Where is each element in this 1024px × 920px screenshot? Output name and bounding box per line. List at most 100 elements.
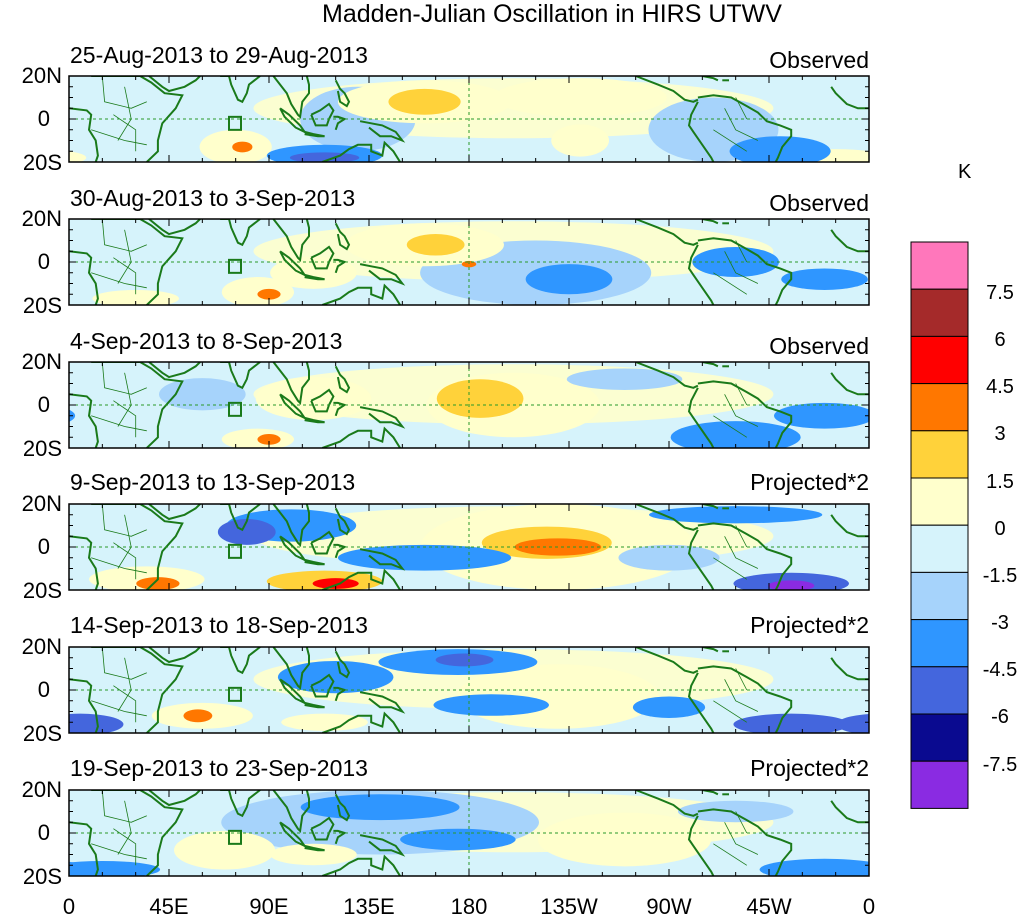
lat-label-20n: 20N xyxy=(21,777,62,802)
colorbar-swatch xyxy=(910,241,969,290)
coastline xyxy=(334,365,351,394)
coastline xyxy=(310,816,335,841)
coastline xyxy=(304,273,325,281)
anomaly-region xyxy=(677,800,794,823)
country-border xyxy=(113,257,137,295)
coastline xyxy=(220,76,261,104)
country-border xyxy=(735,240,748,263)
colorbar-tick-label: 4.5 xyxy=(986,376,1014,398)
anomaly-region xyxy=(551,124,609,157)
colorbar-tick-label: 3 xyxy=(994,423,1006,445)
country-border xyxy=(724,394,759,427)
anomaly-region xyxy=(733,713,849,733)
coastline xyxy=(333,686,347,702)
reference-box xyxy=(228,258,242,274)
anomaly-region xyxy=(844,862,869,876)
coastline xyxy=(69,250,99,305)
anomaly-region xyxy=(781,268,868,290)
country-border xyxy=(91,415,147,432)
coastline xyxy=(310,673,335,698)
coastline xyxy=(220,790,261,818)
anomaly-region xyxy=(0,268,68,290)
panel-3-kind: Observed xyxy=(769,333,869,359)
country-border xyxy=(91,272,147,289)
country-border xyxy=(735,97,748,120)
anomaly-region xyxy=(300,794,460,821)
coastline xyxy=(697,380,793,448)
panel-3-date-range: 4-Sep-2013 to 8-Sep-2013 xyxy=(70,328,343,354)
lat-label-20n: 20N xyxy=(21,634,62,659)
coastline xyxy=(321,568,401,590)
coastline xyxy=(697,522,793,590)
colorbar-unit: K xyxy=(958,161,972,183)
reference-box xyxy=(228,543,242,559)
anomaly-region xyxy=(525,264,613,295)
coastline xyxy=(69,107,99,162)
coastlines xyxy=(69,790,869,876)
coastline xyxy=(830,514,869,538)
country-border xyxy=(91,557,147,574)
anomaly-region xyxy=(435,653,494,667)
coastline xyxy=(359,120,406,143)
lon-label-45e: 45E xyxy=(149,894,189,919)
country-border xyxy=(113,542,137,580)
coastline xyxy=(359,834,406,857)
lat-label-20s: 20S xyxy=(22,578,62,603)
lat-label-20s: 20S xyxy=(22,436,62,461)
coastlines xyxy=(69,362,869,448)
coastline xyxy=(830,372,869,396)
country-border xyxy=(113,685,137,723)
coastline xyxy=(830,229,869,253)
lat-label-20s: 20S xyxy=(22,150,62,175)
coastline xyxy=(91,76,184,162)
country-border xyxy=(735,811,748,834)
map-panel-2 xyxy=(0,218,870,306)
colorbar-tick-label: -6 xyxy=(991,706,1009,728)
coastline xyxy=(69,393,99,448)
anomaly-region xyxy=(232,141,253,153)
coastline xyxy=(334,507,351,536)
country-border xyxy=(101,219,147,252)
coastline xyxy=(333,829,347,845)
coastline xyxy=(635,362,699,389)
anomaly-region xyxy=(537,812,712,867)
coastline xyxy=(687,529,715,590)
anomaly-region xyxy=(618,544,720,571)
coastline xyxy=(304,130,325,138)
lat-label-20n: 20N xyxy=(21,206,62,231)
country-border xyxy=(91,700,147,717)
reference-box xyxy=(228,829,242,845)
country-border xyxy=(101,647,147,680)
coastline xyxy=(304,844,325,852)
coastline xyxy=(220,647,261,675)
colorbar-swatch xyxy=(910,619,969,668)
anomaly-region xyxy=(406,234,465,256)
anomaly-field xyxy=(69,76,869,162)
country-border xyxy=(91,129,147,146)
anomaly-region xyxy=(433,694,549,716)
country-border xyxy=(713,129,748,152)
coastline xyxy=(359,406,406,429)
panel-4-kind: Projected*2 xyxy=(750,469,869,495)
coastline xyxy=(148,504,201,521)
anomaly-region xyxy=(566,368,683,390)
anomaly-region xyxy=(174,830,276,870)
country-border xyxy=(724,536,759,569)
colorbar-tick-label: -3 xyxy=(991,612,1009,634)
map-panel-1 xyxy=(68,75,870,163)
coastline xyxy=(359,548,406,571)
anomaly-region xyxy=(493,78,667,117)
colorbar-tick-label: 1.5 xyxy=(986,471,1014,493)
lat-label-20n: 20N xyxy=(21,63,62,88)
coastlines xyxy=(69,76,869,162)
anomaly-region xyxy=(281,713,368,731)
colorbar-tick-label: 6 xyxy=(994,329,1006,351)
panel-6-kind: Projected*2 xyxy=(750,755,869,781)
coastline xyxy=(220,504,261,532)
coastline xyxy=(272,647,310,691)
coastline xyxy=(272,790,310,834)
colorbar-tick-label: 0 xyxy=(994,518,1006,540)
lat-label-20s: 20S xyxy=(22,864,62,889)
lon-label-45w: 45W xyxy=(746,894,792,919)
